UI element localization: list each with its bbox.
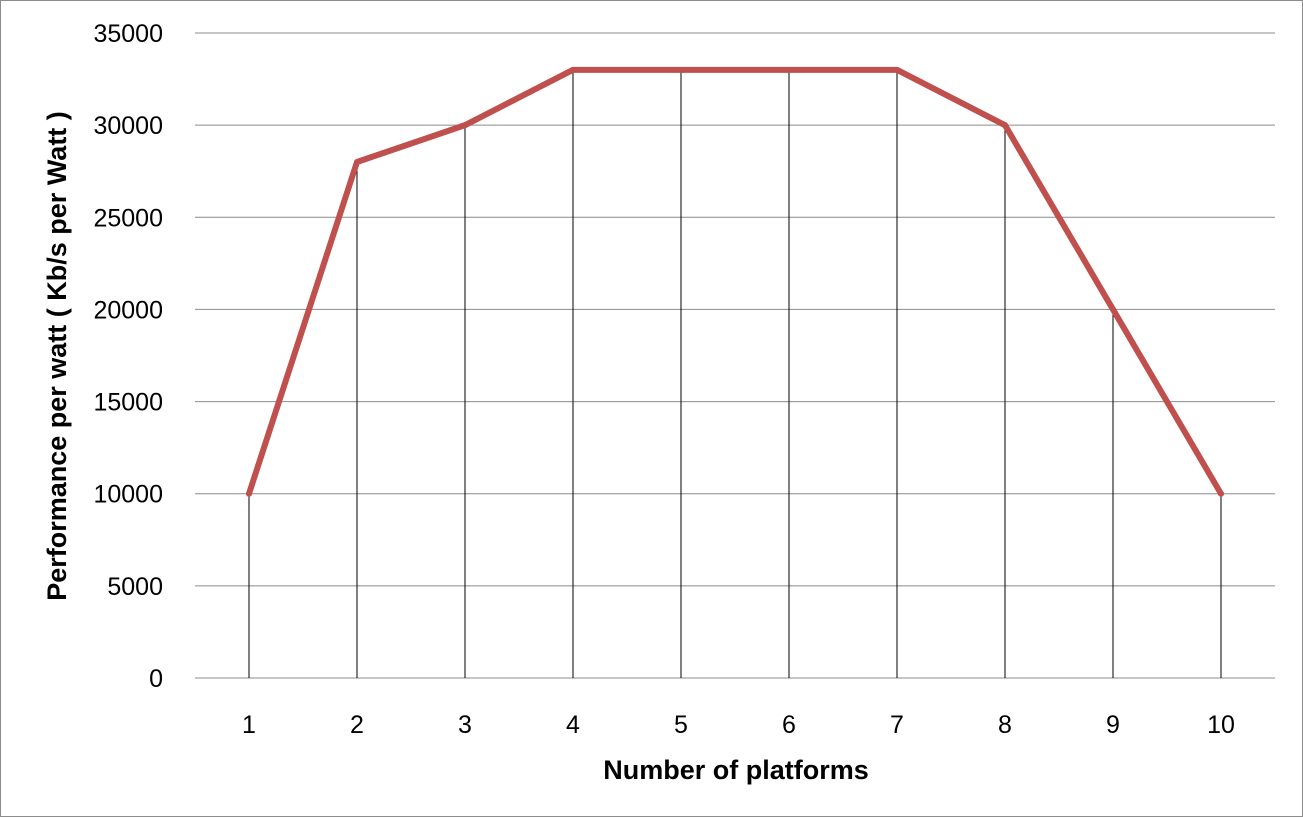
y-tick-label: 25000 (93, 204, 163, 232)
data-point (246, 490, 252, 497)
data-point (1002, 122, 1008, 129)
x-tick-label: 7 (890, 711, 904, 739)
y-tick-label: 0 (149, 665, 163, 693)
x-tick-label: 9 (1106, 711, 1120, 739)
data-point (1110, 306, 1116, 313)
x-tick-label: 2 (350, 711, 364, 739)
drop-lines (248, 69, 1222, 678)
x-tick-label: 8 (998, 711, 1012, 739)
data-point (462, 122, 468, 129)
y-tick-label: 10000 (93, 481, 163, 509)
y-tick-label: 35000 (93, 20, 163, 48)
data-point (678, 66, 684, 73)
y-tick-label: 30000 (93, 112, 163, 140)
y-tick-label: 15000 (93, 389, 163, 417)
data-point (786, 66, 792, 73)
data-point (1218, 490, 1224, 497)
y-tick-label: 5000 (107, 573, 163, 601)
gridlines (195, 32, 1275, 679)
series-layer (246, 66, 1224, 497)
x-tick-label: 4 (566, 711, 580, 739)
x-tick-label: 6 (782, 711, 796, 739)
y-tick-labels: 0 5000 10000 15000 20000 25000 30000 35000 (93, 20, 163, 693)
data-point (570, 66, 576, 73)
x-axis-title: Number of platforms (603, 755, 869, 785)
series-line (246, 66, 1224, 497)
x-tick-labels: 1 2 3 4 5 6 7 8 9 10 (242, 711, 1235, 739)
x-tick-label: 1 (242, 711, 256, 739)
x-tick-label: 5 (674, 711, 688, 739)
y-tick-label: 20000 (93, 296, 163, 324)
x-tick-label: 10 (1207, 711, 1235, 739)
y-axis-title: Performance per watt ( Kb/s per Watt ) (42, 111, 72, 601)
x-tick-label: 3 (458, 711, 472, 739)
data-point (354, 159, 360, 165)
data-point (894, 66, 900, 73)
